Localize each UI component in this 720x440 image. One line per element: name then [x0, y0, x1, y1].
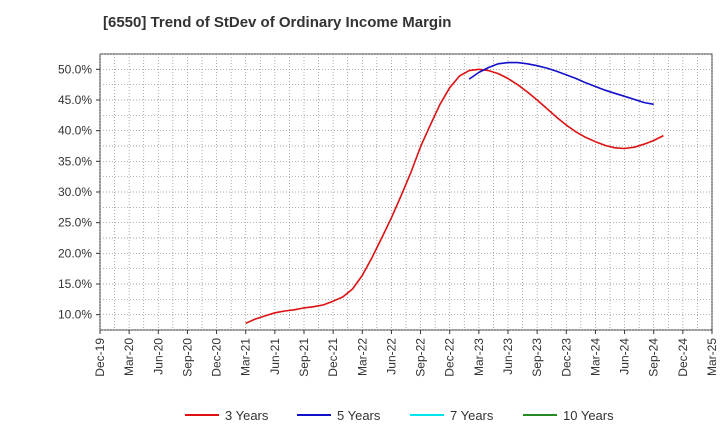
- legend-label: 3 Years: [225, 408, 269, 423]
- x-tick-label: Sep-23: [530, 338, 544, 377]
- y-tick-label: 10.0%: [58, 308, 92, 322]
- x-tick-label: Jun-23: [501, 338, 515, 375]
- x-tick-label: Mar-23: [472, 338, 486, 376]
- x-tick-label: Mar-20: [122, 338, 136, 376]
- legend: 3 Years 5 Years 7 Years 10 Years: [185, 408, 614, 423]
- x-tick-label: Dec-22: [443, 338, 457, 377]
- x-tick-label: Mar-24: [588, 338, 602, 376]
- x-tick-label: Sep-22: [414, 338, 428, 377]
- y-tick-label: 35.0%: [58, 154, 92, 168]
- y-tick-label: 45.0%: [58, 93, 92, 107]
- y-tick-label: 40.0%: [58, 124, 92, 138]
- chart-title: [6550] Trend of StDev of Ordinary Income…: [103, 14, 451, 31]
- y-tick-label: 15.0%: [58, 277, 92, 291]
- x-tick-label: Sep-21: [297, 338, 311, 377]
- y-tick-label: 30.0%: [58, 185, 92, 199]
- y-axis-ticks: 10.0% 15.0% 20.0% 25.0% 30.0% 35.0% 40.0% 45.0%…: [58, 62, 100, 322]
- series-line-3-years: [245, 68, 664, 325]
- y-tick-label: 50.0%: [58, 62, 92, 76]
- x-tick-label: Mar-21: [239, 338, 253, 376]
- series-group: [245, 61, 664, 325]
- x-tick-label: Sep-24: [647, 338, 661, 377]
- x-tick-label: Dec-19: [93, 338, 107, 377]
- legend-label: 10 Years: [563, 408, 614, 423]
- legend-label: 5 Years: [337, 408, 381, 423]
- x-tick-label: Dec-24: [676, 338, 690, 377]
- x-tick-label: Jun-24: [618, 338, 632, 375]
- y-tick-label: 25.0%: [58, 216, 92, 230]
- x-tick-label: Mar-25: [705, 338, 719, 376]
- x-tick-label: Jun-20: [151, 338, 165, 375]
- x-tick-label: Jun-22: [384, 338, 398, 375]
- y-tick-label: 20.0%: [58, 246, 92, 260]
- x-tick-label: Dec-20: [210, 338, 224, 377]
- x-tick-label: Dec-23: [559, 338, 573, 377]
- grid: [99, 53, 713, 331]
- x-tick-label: Jun-21: [268, 338, 282, 375]
- x-tick-label: Sep-20: [180, 338, 194, 377]
- x-axis-ticks: Dec-19 Mar-20 Jun-20 Sep-20 Dec-20 Mar-21 Jun-…: [93, 330, 719, 377]
- x-tick-label: Dec-21: [326, 338, 340, 377]
- series-line-5-years: [468, 61, 654, 106]
- legend-label: 7 Years: [450, 408, 494, 423]
- x-tick-label: Mar-22: [355, 338, 369, 376]
